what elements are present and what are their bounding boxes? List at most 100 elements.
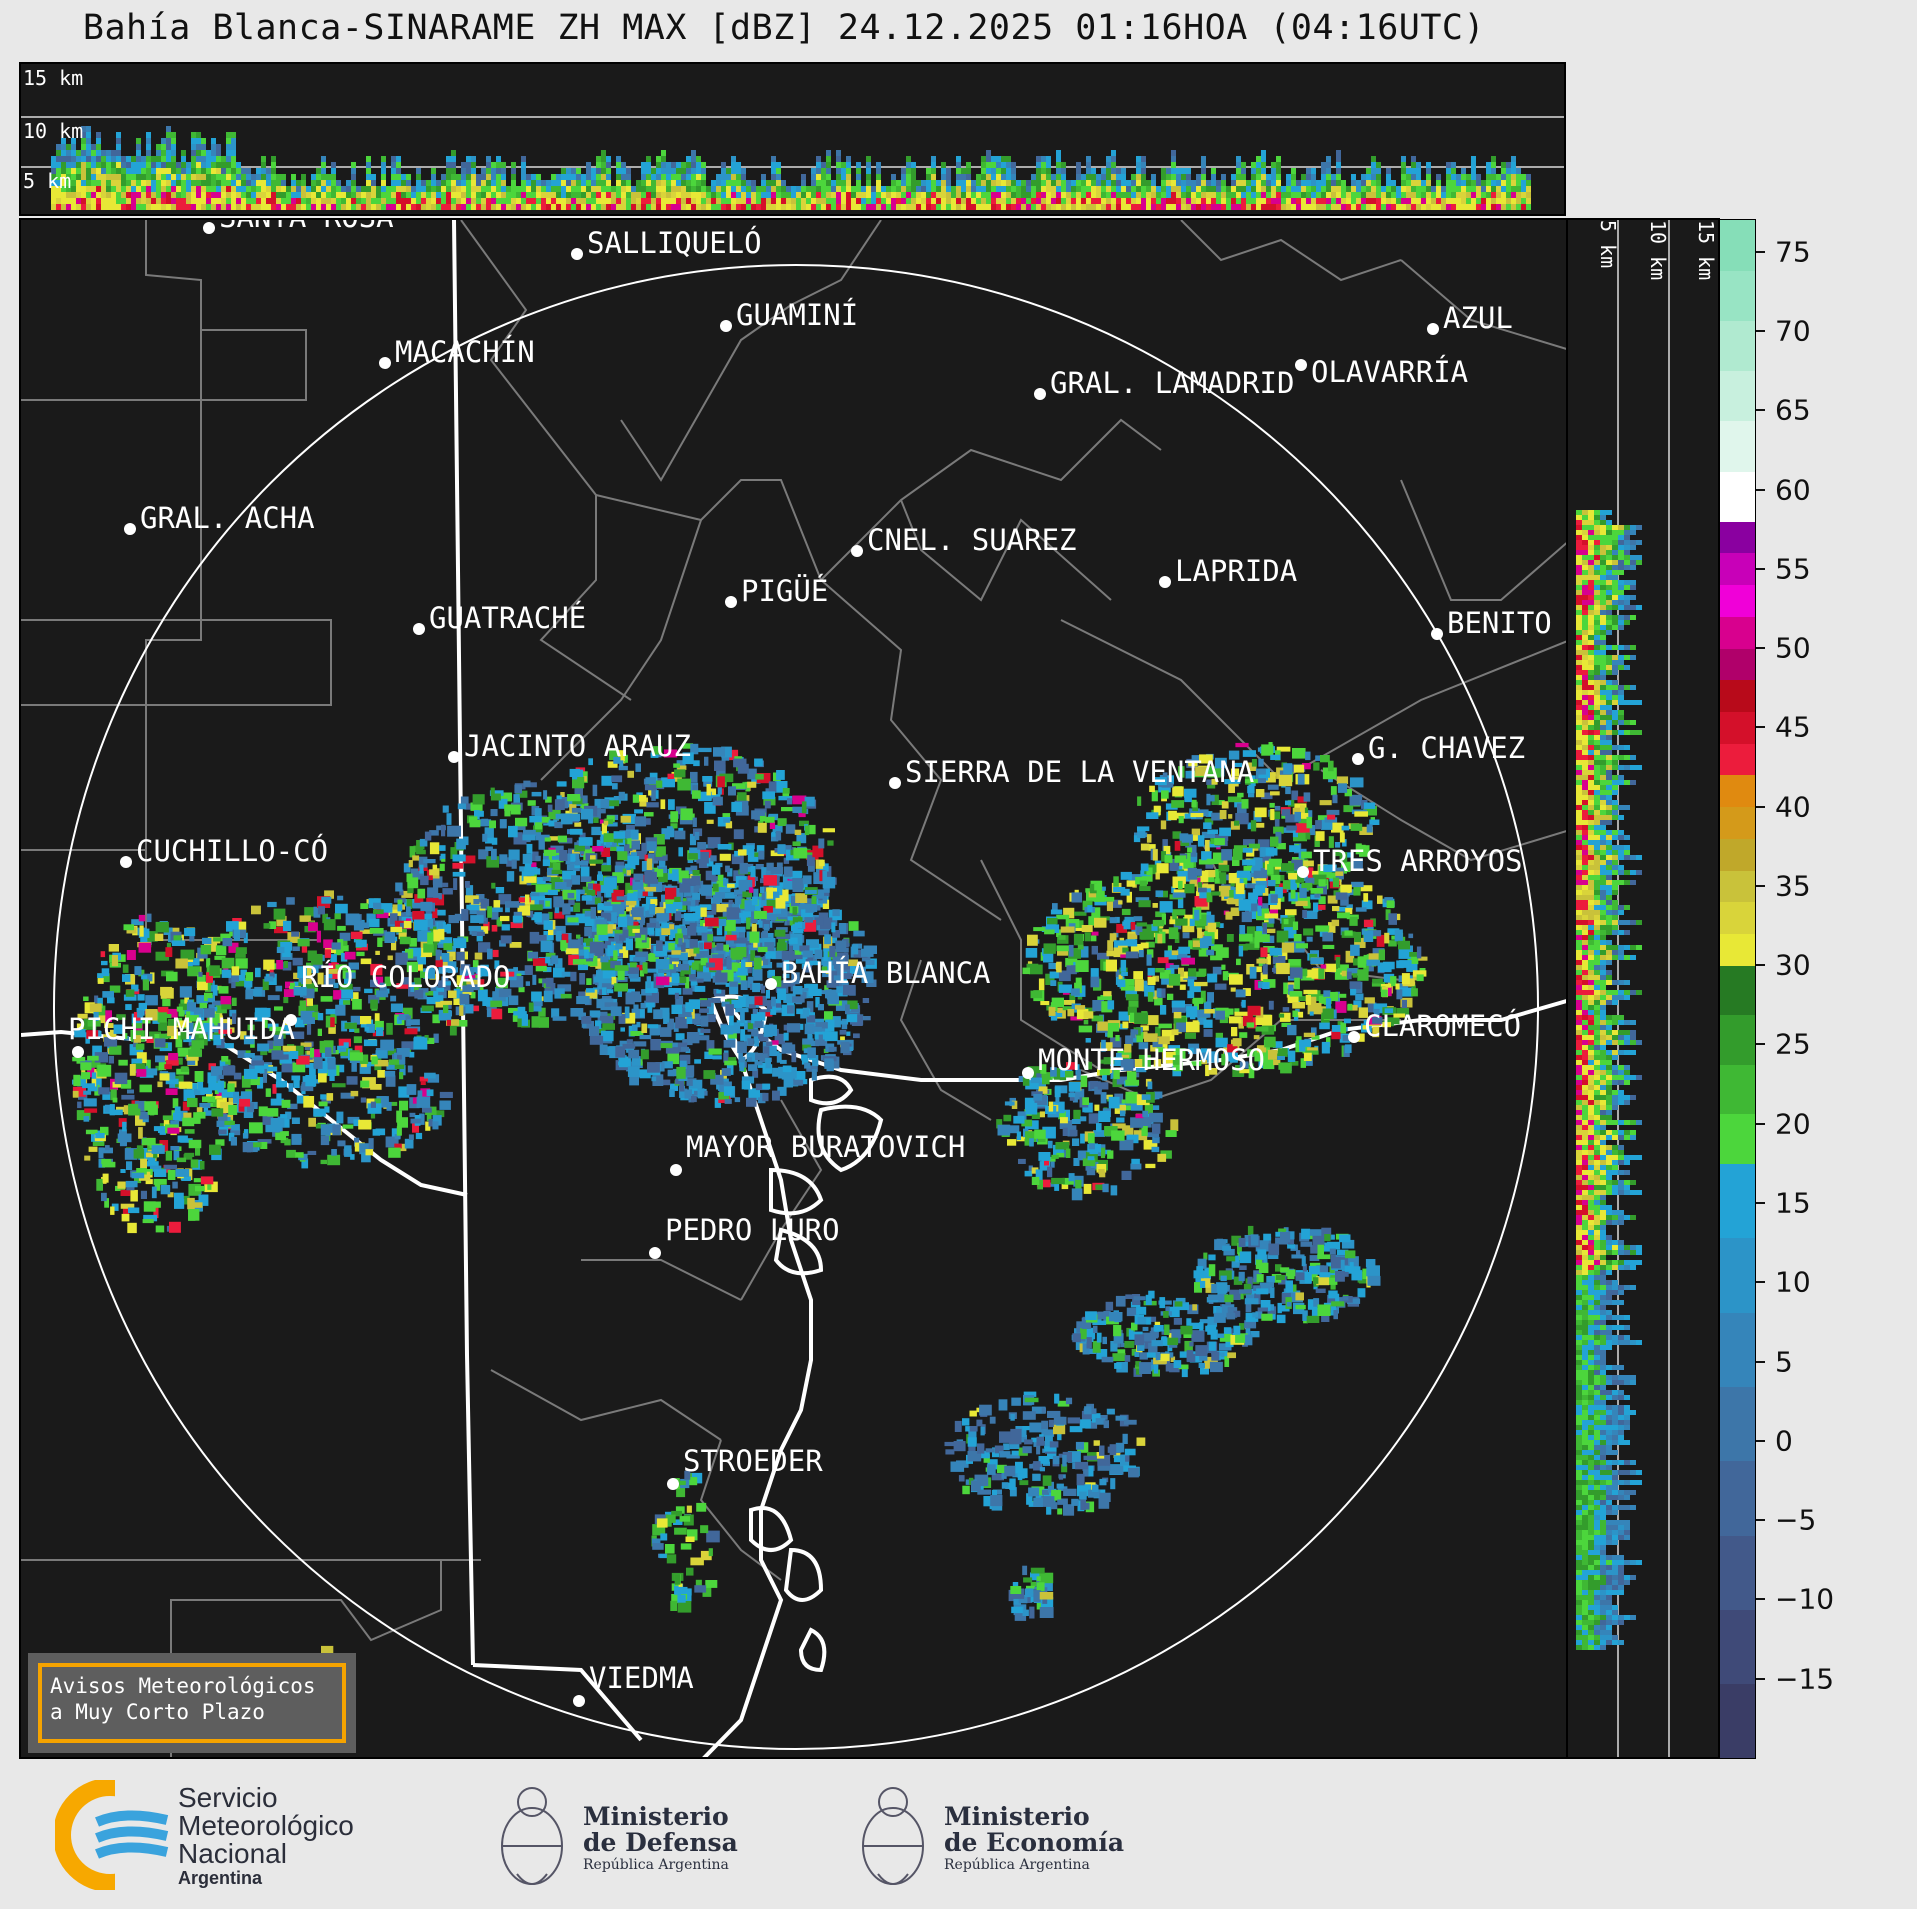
top-echo-cell	[1401, 192, 1406, 198]
top-echo-cell	[96, 180, 101, 186]
top-echo-cell	[106, 174, 111, 180]
top-echo-cell	[131, 204, 136, 210]
top-echo-cell	[1151, 204, 1156, 210]
radar-echo-cell	[801, 801, 807, 814]
radar-echo-cell	[765, 951, 776, 959]
radar-echo-cell	[293, 986, 307, 996]
top-echo-cell	[471, 186, 476, 192]
radar-echo-cell	[699, 904, 712, 910]
radar-echo-cell	[341, 935, 348, 946]
top-echo-cell	[1276, 192, 1281, 198]
radar-echo-cell	[490, 1000, 503, 1008]
radar-echo-cell	[617, 990, 622, 997]
top-echo-cell	[591, 174, 596, 180]
radar-echo-cell	[746, 1057, 752, 1062]
radar-echo-cell	[543, 931, 554, 941]
top-echo-cell	[811, 198, 816, 204]
top-echo-cell	[301, 192, 306, 198]
radar-echo-cell	[414, 919, 428, 931]
top-echo-cell	[206, 198, 211, 204]
top-echo-cell	[1041, 174, 1046, 180]
radar-echo-cell	[498, 894, 512, 905]
radar-echo-cell	[287, 932, 300, 943]
radar-echo-cell	[452, 854, 466, 862]
radar-echo-cell	[514, 784, 522, 794]
top-echo-cell	[231, 156, 236, 162]
radar-echo-cell	[626, 824, 635, 834]
top-echo-cell	[1026, 204, 1031, 210]
top-echo-cell	[316, 168, 321, 174]
radar-echo-cell	[661, 884, 667, 892]
radar-echo-cell	[758, 946, 768, 953]
top-echo-cell	[1111, 162, 1116, 168]
top-echo-cell	[1386, 186, 1391, 192]
top-echo-cell	[1081, 192, 1086, 198]
top-echo-cell	[206, 168, 211, 174]
top-echo-cell	[901, 180, 906, 186]
top-echo-cell	[1236, 162, 1241, 168]
radar-echo-cell	[229, 1009, 237, 1017]
top-echo-cell	[1486, 168, 1491, 174]
top-echo-cell	[1086, 168, 1091, 174]
top-echo-cell	[841, 180, 846, 186]
radar-echo-cell	[465, 885, 474, 897]
top-echo-cell	[71, 204, 76, 210]
top-echo-cell	[1206, 198, 1211, 204]
top-echo-cell	[506, 204, 511, 210]
radar-echo-cell	[802, 875, 812, 885]
top-echo-cell	[231, 168, 236, 174]
top-echo-cell	[396, 168, 401, 174]
radar-echo-cell	[686, 1015, 693, 1024]
top-echo-cell	[66, 144, 71, 150]
top-echo-cell	[1096, 174, 1101, 180]
radar-echo-cell	[462, 981, 469, 986]
radar-echo-cell	[776, 770, 785, 780]
top-echo-cell	[831, 180, 836, 186]
radar-echo-cell	[163, 1117, 170, 1129]
top-echo-cell	[201, 150, 206, 156]
top-echo-cell	[81, 150, 86, 156]
top-echo-cell	[776, 174, 781, 180]
radar-echo-cell	[257, 1043, 270, 1052]
radar-echo-cell	[205, 981, 211, 992]
radar-echo-cell	[679, 1060, 687, 1069]
radar-echo-cell	[438, 967, 444, 974]
top-echo-cell	[866, 192, 871, 198]
radar-echo-cell	[569, 862, 581, 869]
top-echo-cell	[966, 180, 971, 186]
top-echo-cell	[1466, 192, 1471, 198]
top-echo-cell	[1011, 192, 1016, 198]
top-echo-cell	[706, 192, 711, 198]
top-echo-cell	[126, 180, 131, 186]
radar-echo-cell	[740, 1029, 746, 1041]
top-echo-cell	[351, 192, 356, 198]
radar-echo-cell	[566, 864, 575, 871]
top-echo-cell	[1196, 174, 1201, 180]
top-echo-cell	[181, 204, 186, 210]
top-echo-cell	[486, 168, 491, 174]
top-echo-cell	[96, 144, 101, 150]
radar-echo-cell	[578, 991, 589, 999]
radar-echo-cell	[775, 906, 788, 918]
top-echo-cell	[611, 192, 616, 198]
radar-echo-cell	[596, 998, 603, 1009]
radar-echo-cell	[337, 925, 346, 931]
top-echo-cell	[196, 144, 201, 150]
top-echo-cell	[466, 174, 471, 180]
top-echo-cell	[1436, 180, 1441, 186]
radar-echo-cell	[425, 909, 432, 917]
radar-echo-cell	[776, 872, 783, 877]
top-echo-cell	[1006, 168, 1011, 174]
top-echo-cell	[1411, 186, 1416, 192]
top-echo-cell	[311, 186, 316, 192]
radar-echo-cell	[614, 933, 623, 945]
radar-echo-cell	[793, 847, 808, 859]
top-echo-cell	[821, 204, 826, 210]
radar-echo-cell	[696, 946, 709, 958]
top-echo-cell	[121, 198, 126, 204]
top-echo-cell	[576, 198, 581, 204]
top-echo-cell	[216, 150, 221, 156]
radar-echo-cell	[546, 872, 558, 881]
top-echo-cell	[431, 186, 436, 192]
radar-echo-cell	[631, 907, 644, 918]
